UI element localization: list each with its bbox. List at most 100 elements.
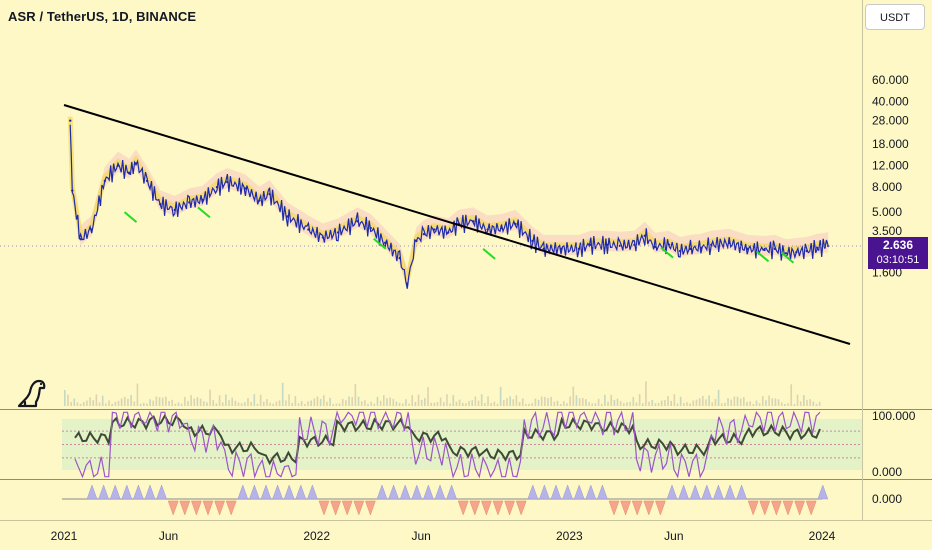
price-tick-label: 8.000	[872, 180, 902, 194]
histogram-down-marker	[225, 500, 237, 516]
price-point	[486, 228, 489, 231]
volume-bar	[736, 396, 739, 406]
volume-bar	[692, 400, 695, 406]
volume-bar	[547, 398, 549, 406]
volume-bar	[803, 395, 805, 406]
volume-bar	[654, 403, 657, 406]
volume-bar	[626, 402, 628, 406]
volume-bar	[256, 403, 259, 406]
volume-bar	[604, 394, 606, 406]
volume-bar	[733, 396, 736, 406]
histogram-down-marker	[771, 500, 782, 516]
histogram-down-marker	[492, 500, 504, 516]
price-point	[415, 239, 418, 243]
signal-line	[123, 211, 138, 223]
currency-button[interactable]: USDT	[865, 4, 925, 30]
volume-bar	[364, 400, 366, 406]
volume-bar	[193, 398, 196, 406]
volume-bar	[755, 400, 758, 406]
volume-bar	[632, 397, 635, 406]
histogram-up-marker	[121, 484, 133, 500]
histogram-down-marker	[631, 500, 643, 516]
histogram-up-marker	[144, 484, 156, 500]
volume-bar	[155, 396, 158, 406]
volume-bar	[139, 403, 142, 406]
volume-bar	[695, 399, 698, 406]
price-tick-label: 12.000	[872, 159, 909, 173]
price-point	[433, 228, 436, 231]
volume-bar	[676, 403, 679, 406]
price-point	[258, 199, 261, 202]
volume-bar	[780, 402, 783, 406]
volume-bar	[89, 397, 91, 406]
volume-bar	[190, 395, 192, 406]
volume-bar	[98, 402, 101, 406]
price-point	[307, 228, 310, 231]
volume-bar	[307, 401, 309, 406]
price-point	[606, 243, 609, 246]
bar-countdown: 03:10:51	[876, 254, 920, 267]
volume-bar	[278, 400, 281, 406]
volume-bar	[461, 402, 464, 406]
price-point	[577, 247, 581, 251]
volume-bar	[259, 394, 262, 406]
volume-bar	[623, 403, 625, 406]
volume-bar	[613, 399, 616, 406]
histogram-down-marker	[481, 500, 492, 516]
price-point	[188, 201, 191, 204]
volume-bar	[746, 402, 748, 406]
price-point	[406, 282, 409, 285]
volume-bar	[73, 398, 76, 406]
price-point	[215, 185, 219, 189]
volume-bar	[177, 402, 180, 406]
volume-bar	[370, 401, 372, 406]
volume-bar	[398, 402, 401, 406]
price-point	[79, 237, 82, 241]
price-tick-label: 18.000	[872, 137, 909, 151]
volume-bar	[506, 398, 508, 406]
volume-bar	[237, 402, 240, 406]
volume-bar	[269, 402, 271, 406]
volume-bar	[266, 398, 268, 406]
volume-bar	[206, 402, 208, 406]
volume-bar	[281, 382, 284, 406]
volume-bar	[389, 397, 391, 406]
volume-bar	[818, 401, 821, 406]
volume-bar	[275, 401, 278, 406]
volume-bar	[82, 402, 85, 406]
price-point	[531, 239, 534, 243]
price-point	[643, 234, 646, 237]
volume-bar	[310, 400, 312, 406]
volume-bar	[724, 402, 726, 406]
volume-bar	[645, 381, 647, 406]
volume-bar	[158, 397, 161, 406]
histogram-up-marker	[237, 484, 249, 500]
volume-bar	[793, 403, 796, 406]
price-point	[145, 179, 149, 183]
histogram-up-marker	[597, 484, 608, 500]
price-point	[103, 179, 107, 183]
histogram-up-marker	[817, 484, 829, 500]
histogram-up-marker	[678, 484, 689, 500]
volume-bar	[752, 403, 755, 406]
histogram-down-marker	[318, 500, 330, 516]
histogram-up-marker	[249, 484, 260, 500]
price-tick-label: 1.600	[872, 266, 902, 280]
volume-bar	[503, 400, 505, 406]
histogram-up-marker	[260, 484, 272, 500]
histogram-up-marker	[295, 484, 307, 500]
volume-bar	[591, 403, 594, 406]
signal-line	[755, 250, 770, 263]
volume-bar	[806, 399, 808, 406]
price-point	[226, 180, 229, 184]
volume-bar	[345, 400, 347, 406]
volume-bar	[332, 403, 335, 406]
price-point	[336, 231, 340, 234]
histogram-up-marker	[388, 484, 399, 500]
volume-bar	[711, 402, 714, 406]
histogram-up-marker	[550, 484, 562, 500]
price-point	[71, 189, 74, 192]
volume-bar	[392, 398, 395, 406]
time-tick-label: 2023	[556, 529, 583, 543]
